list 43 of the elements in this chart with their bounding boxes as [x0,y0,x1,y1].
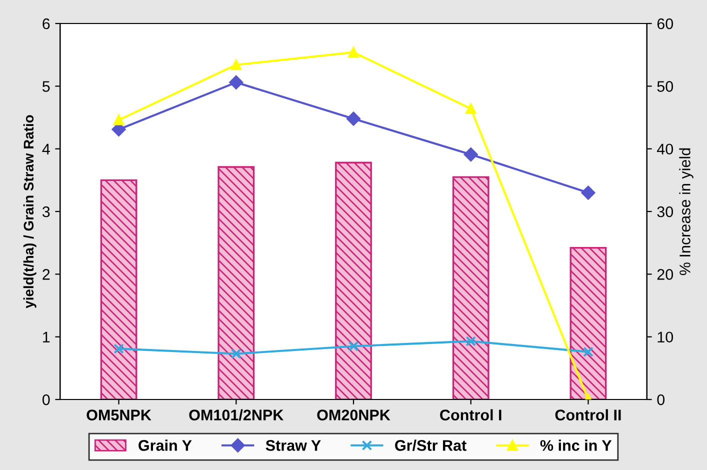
point [466,104,476,114]
point [581,186,596,200]
x-tick-label: OM101/2NPK [189,409,284,421]
y2-tick-label: 30 [657,206,674,218]
y2-axis-title: % Increase in yield [679,148,694,276]
bar [570,247,607,400]
point [466,336,476,346]
y2-tick-label: 60 [657,18,674,30]
y-tick-label: 0 [42,394,50,406]
point [114,344,124,354]
y-tick-label: 6 [42,18,50,30]
point [229,75,244,90]
y2-tick-label: 50 [657,81,674,92]
point [464,148,478,162]
y-tick-label: 2 [42,269,50,280]
bar [335,162,372,400]
bar [218,166,255,400]
legend-label: Straw Y [266,440,321,451]
legend-label: Gr/Str Rat [395,440,466,452]
point [348,341,359,352]
y-tick-label: 1 [43,332,50,342]
point [230,60,242,70]
x-tick-label: Control II [555,409,621,420]
y2-tick-label: 10 [658,332,674,343]
x-tick-label: Control I [440,409,502,420]
y-tick-label: 5 [42,81,50,92]
bar [100,179,138,400]
y2-tick-label: 20 [657,269,674,280]
point [346,112,360,126]
x-tick-label: OM5NPK [86,410,152,420]
point [348,47,359,58]
point [114,114,124,126]
bar [452,176,490,400]
point [230,348,242,359]
point [583,346,594,358]
y2-tick-label: 0 [657,394,665,406]
y-axis-title: yield(t/ha) / Grain Straw Ratio [23,115,36,308]
y2-tick-label: 40 [656,144,674,155]
x-tick-label: OM20NPK [317,410,390,420]
legend-label: % inc in Y [540,440,612,451]
y-tick-label: 3 [42,206,50,218]
y-tick-label: 4 [42,144,50,154]
legend-label: Grain Y [138,440,192,451]
